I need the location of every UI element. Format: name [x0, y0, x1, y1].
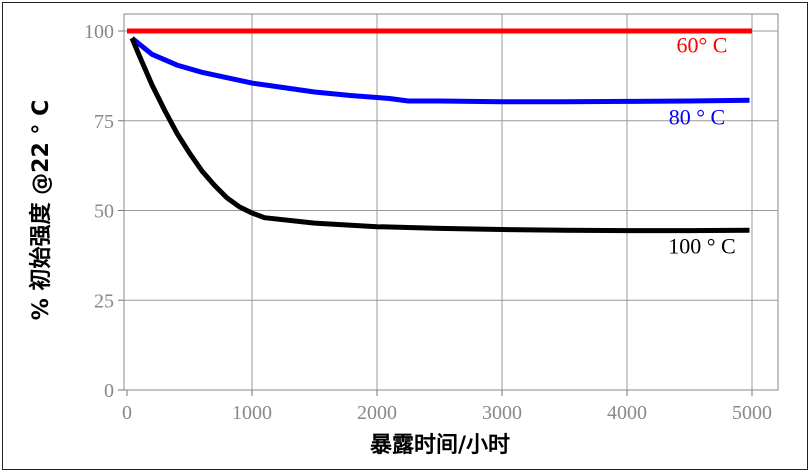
series-line [130, 36, 750, 105]
y-tick-label: 100 [84, 21, 114, 43]
y-tick-label: 50 [94, 201, 114, 223]
y-tick-label: 0 [104, 380, 114, 402]
y-axis-title: % 初始强度 @22 ° C [28, 100, 54, 320]
series-label: 100 ° C [668, 234, 735, 259]
x-tick-label: 4000 [607, 402, 647, 424]
x-tick-label: 1000 [232, 402, 272, 424]
x-axis-ticks: 0 1000 2000 3000 4000 5000 [122, 390, 772, 424]
x-tick-label: 5000 [732, 402, 772, 424]
series-label: 60° C [677, 33, 728, 58]
x-tick-label: 0 [122, 402, 132, 424]
series-label: 80 ° C [669, 104, 725, 129]
x-tick-label: 3000 [482, 402, 522, 424]
series-line [129, 37, 750, 234]
series-lines [127, 28, 752, 234]
y-tick-label: 25 [94, 290, 114, 312]
grid [123, 13, 779, 391]
x-axis-title: 暴露时间/小时 [369, 433, 510, 458]
series-labels: 60° C 80 ° C 100 ° C [668, 33, 735, 259]
x-tick-label: 2000 [357, 402, 397, 424]
y-tick-label: 75 [94, 111, 114, 133]
y-axis-ticks: 0 25 50 75 100 [84, 21, 124, 402]
plot-border [123, 13, 779, 391]
